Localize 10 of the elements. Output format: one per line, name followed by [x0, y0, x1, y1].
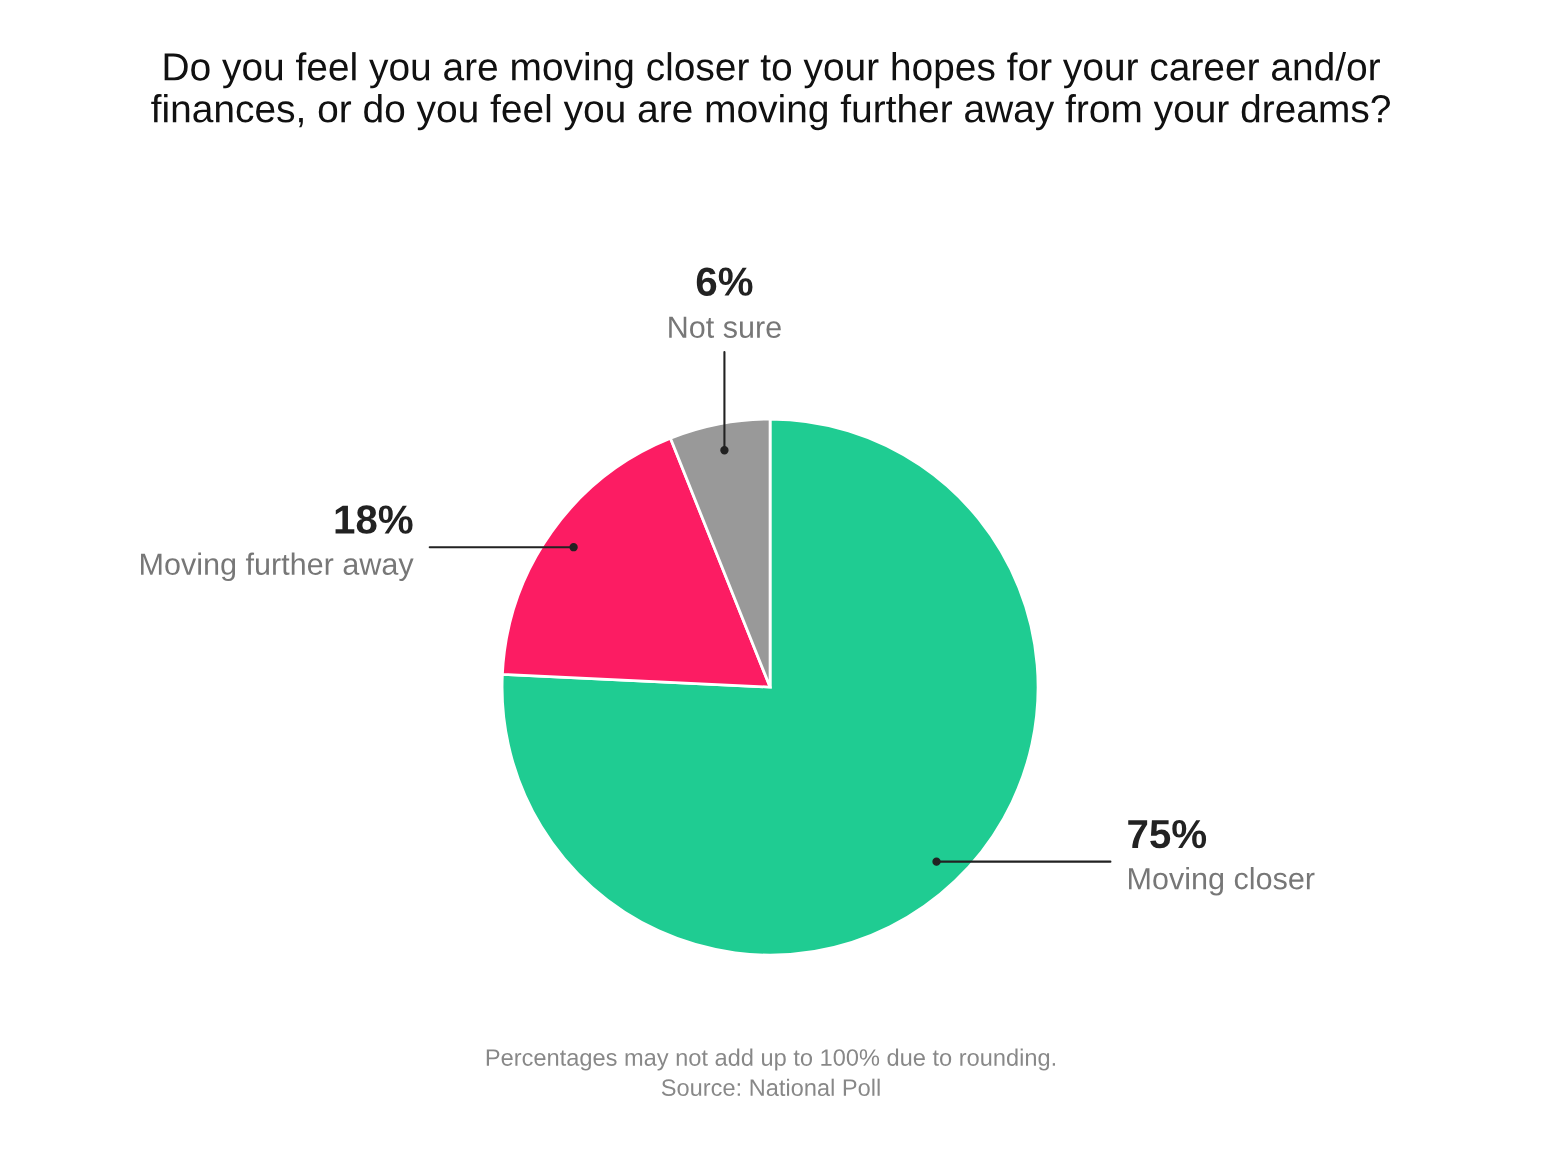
- data-label: 75%: [1128, 819, 1207, 849]
- source-note: Source: National Poll: [661, 1078, 880, 1097]
- chart-title: Do you feel you are moving closer to your hopes for your career and/or finances, or do you feel you are moving further away from your dreams?: [151, 52, 1390, 131]
- slice-label: Not sure: [669, 316, 781, 339]
- text: Percentages may not add up to 100% due to rounding.: [486, 1048, 1056, 1071]
- data-label: 6%: [696, 267, 753, 296]
- pie-slice: [500, 417, 1040, 957]
- slice-label: Moving further away: [141, 552, 414, 582]
- data-label: 18%: [335, 505, 413, 534]
- slice-label: Moving closer: [1129, 867, 1315, 896]
